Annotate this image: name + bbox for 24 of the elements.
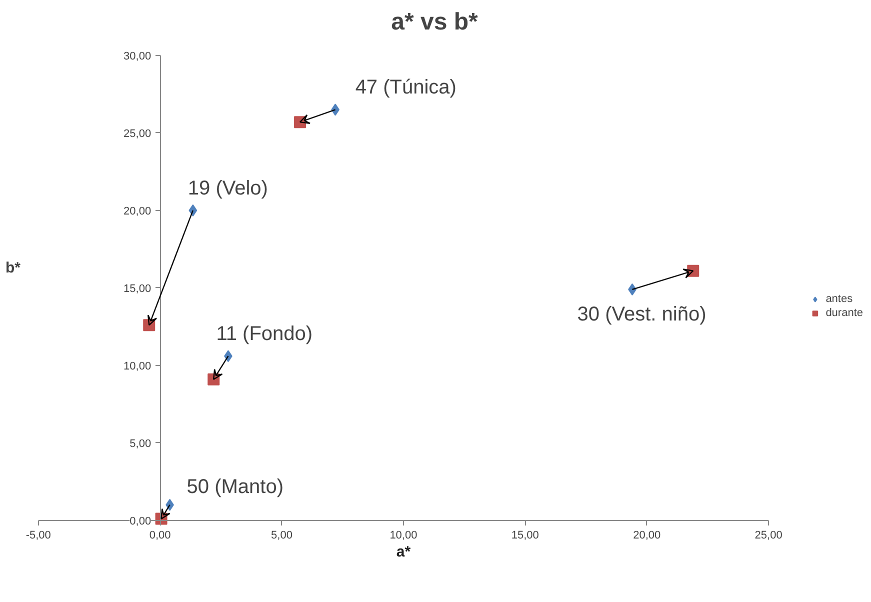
y-tick-label: 10,00 (124, 360, 152, 372)
y-tick-label: 25,00 (124, 128, 152, 140)
legend-label: antes (826, 293, 853, 305)
y-tick-label: 30,00 (124, 50, 152, 62)
annotation: 30 (Vest. niño) (577, 303, 706, 326)
y-tick-label: 0,00 (130, 515, 152, 528)
x-tick-label: 0,00 (149, 529, 171, 542)
annotation: 11 (Fondo) (216, 323, 313, 346)
x-tick-label: -5,00 (26, 529, 51, 542)
x-tick-label: 20,00 (633, 529, 661, 542)
x-tick-label: 5,00 (271, 529, 292, 542)
chart-title: a* vs b* (391, 8, 479, 36)
x-tick-label: 25,00 (754, 529, 782, 542)
annotation: 19 (Velo) (188, 177, 268, 200)
x-tick-label: 10,00 (390, 529, 418, 542)
y-tick-label: 15,00 (124, 282, 152, 295)
x-axis-title: a* (396, 544, 411, 560)
annotation: 47 (Túnica) (355, 76, 456, 99)
annotation: 50 (Manto) (186, 476, 284, 498)
y-tick-label: 5,00 (130, 438, 152, 450)
x-tick-label: 15,00 (511, 529, 539, 542)
legend-label: durante (826, 307, 863, 319)
y-tick-label: 20,00 (124, 205, 152, 218)
y-axis-title: b* (6, 260, 21, 276)
